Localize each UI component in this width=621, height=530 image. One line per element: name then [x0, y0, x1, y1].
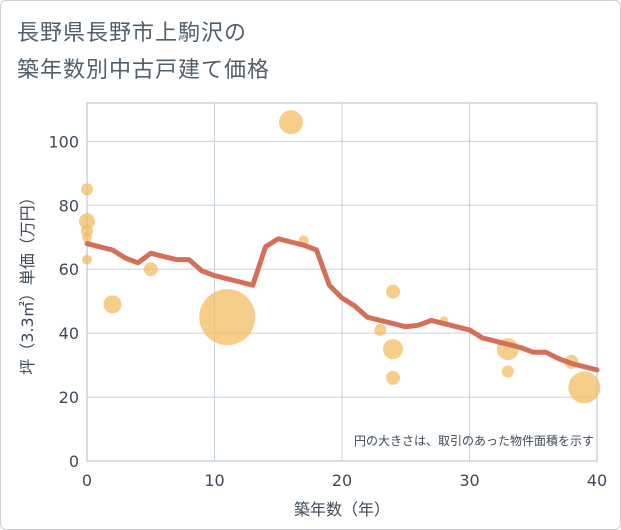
y-tick-label: 40 [59, 324, 79, 343]
y-tick-label: 60 [59, 260, 79, 279]
scatter-point [568, 371, 601, 404]
x-tick-label: 20 [332, 471, 352, 490]
scatter-point [79, 213, 95, 230]
scatter-point [143, 262, 158, 277]
chart-title-line-2: 築年数別中古戸建て価格 [17, 58, 271, 83]
scatter-point [279, 110, 303, 135]
scatter-point [82, 254, 92, 265]
y-tick-label: 100 [48, 132, 79, 151]
scatter-point [199, 289, 256, 346]
scatter-point [386, 284, 400, 299]
scatter-point [103, 295, 122, 314]
scatter-point [374, 323, 387, 336]
scatter-point [386, 370, 400, 385]
scatter-point [501, 365, 514, 378]
trend-line [84, 236, 600, 373]
size-legend-note: 円の大きさは、取引のあった物件面積を示す [354, 433, 594, 448]
scatter-point [81, 183, 93, 196]
y-axis-ticks: 0 20 40 60 80 100 [48, 132, 79, 471]
y-tick-label: 0 [69, 452, 79, 471]
x-tick-label: 0 [82, 471, 92, 490]
plot-area [86, 102, 598, 462]
x-tick-label: 30 [459, 471, 479, 490]
x-tick-label: 40 [587, 471, 607, 490]
chart-title-line-1: 長野県長野市上駒沢の [17, 21, 248, 46]
x-tick-label: 10 [204, 471, 224, 490]
scatter-point [383, 339, 403, 360]
scatter-point [82, 232, 92, 243]
x-axis-label: 築年数（年） [294, 500, 390, 519]
y-tick-label: 20 [59, 388, 79, 407]
x-axis-ticks: 0 10 20 30 40 [82, 471, 607, 490]
grid-lines [86, 103, 598, 462]
chart-title: 長野県長野市上駒沢の 築年数別中古戸建て価格 [17, 15, 270, 89]
y-tick-label: 80 [59, 196, 79, 215]
y-axis-label: 坪（3.3㎡）単価（万円） [18, 189, 37, 374]
